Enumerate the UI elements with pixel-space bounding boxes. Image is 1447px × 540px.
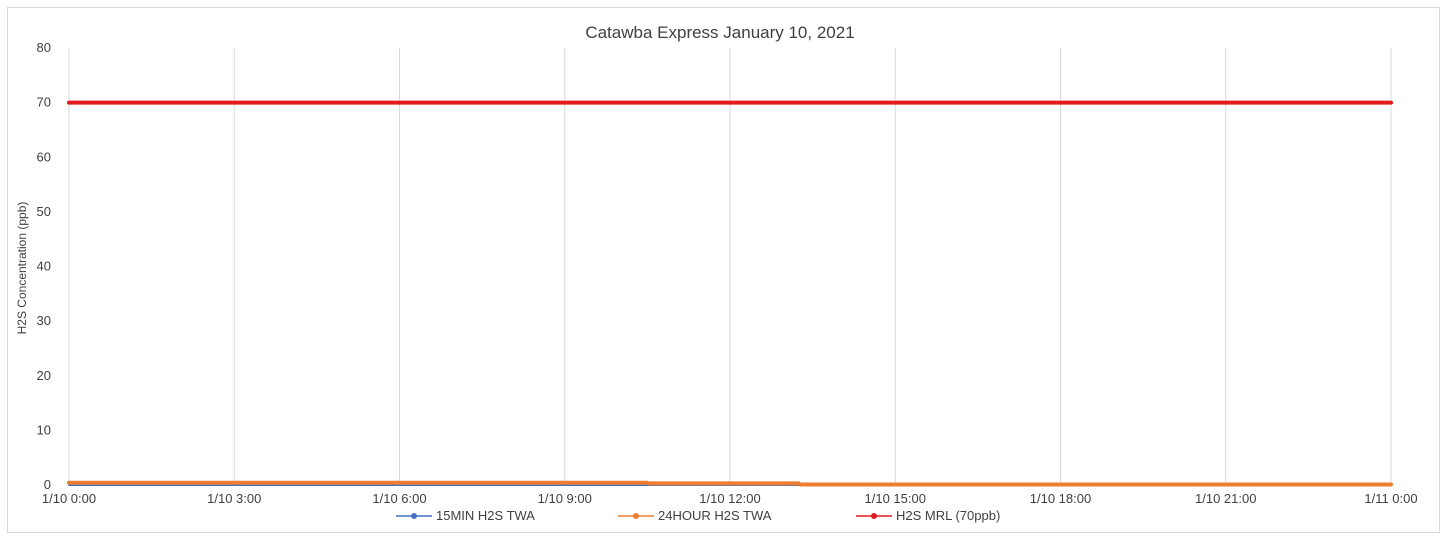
chart-title: Catawba Express January 10, 2021	[585, 23, 854, 42]
x-tick-label: 1/10 15:00	[865, 491, 926, 506]
series-layer	[67, 100, 1393, 487]
x-tick-label: 1/10 0:00	[42, 491, 96, 506]
legend: 15MIN H2S TWA 24HOUR H2S TWA H2S MRL (70pp…	[396, 508, 1000, 523]
y-tick-label: 70	[37, 95, 51, 110]
y-tick-label: 50	[37, 204, 51, 219]
legend-label: H2S MRL (70ppb)	[896, 508, 1000, 523]
legend-marker	[633, 513, 639, 519]
y-tick-label: 40	[37, 259, 51, 274]
chart-frame: Catawba Express January 10, 2021 H2S Con…	[7, 7, 1440, 533]
legend-marker	[411, 513, 417, 519]
line-chart: Catawba Express January 10, 2021 H2S Con…	[15, 23, 1418, 523]
legend-marker	[871, 513, 877, 519]
y-tick-label: 0	[44, 477, 51, 492]
y-tick-label: 80	[37, 40, 51, 55]
y-axis-label: H2S Concentration (ppb)	[15, 202, 29, 335]
x-tick-label: 1/10 6:00	[372, 491, 426, 506]
legend-label: 24HOUR H2S TWA	[658, 508, 772, 523]
x-tick-label: 1/10 18:00	[1030, 491, 1091, 506]
series-line-2	[67, 480, 1393, 487]
legend-label: 15MIN H2S TWA	[436, 508, 535, 523]
y-tick-label: 10	[37, 422, 51, 437]
y-tick-label: 30	[37, 313, 51, 328]
axis-layer: 1/10 0:00 1/10 3:00 1/10 6:00 1/10 9:00 1/10…	[37, 40, 1418, 506]
x-tick-label: 1/10 9:00	[538, 491, 592, 506]
x-tick-label: 1/11 0:00	[1364, 491, 1417, 506]
y-tick-label: 60	[37, 149, 51, 164]
y-tick-label: 20	[37, 368, 51, 383]
grid-layer	[68, 48, 1392, 485]
x-tick-label: 1/10 12:00	[699, 491, 760, 506]
x-tick-label: 1/10 3:00	[207, 491, 261, 506]
x-tick-label: 1/10 21:00	[1195, 491, 1256, 506]
